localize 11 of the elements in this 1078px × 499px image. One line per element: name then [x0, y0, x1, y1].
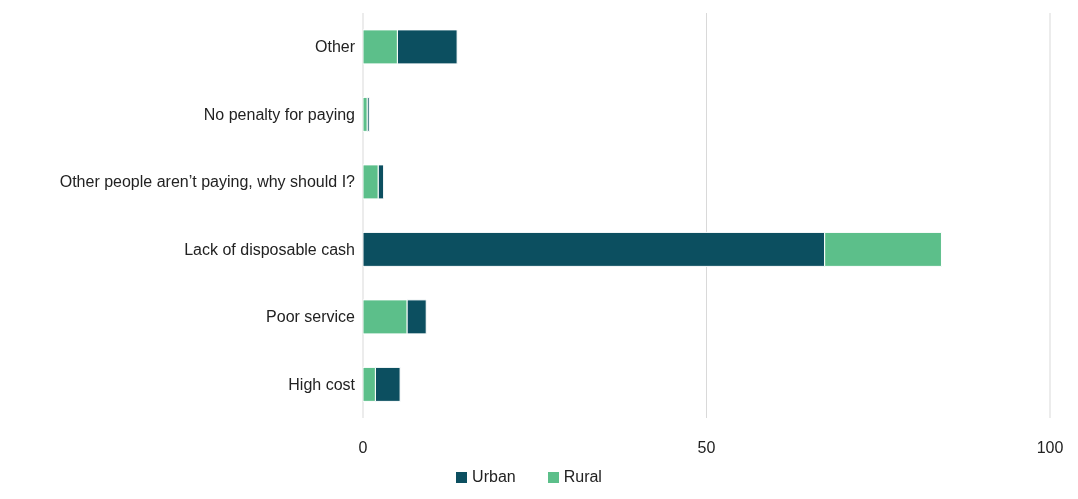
y-tick-label: No penalty for paying — [203, 105, 355, 123]
legend-label: Rural — [563, 468, 602, 486]
y-tick-label: High cost — [288, 375, 356, 393]
y-tick-label: Other — [314, 38, 356, 56]
y-tick-label: Lack of disposable cash — [184, 240, 355, 258]
x-tick-label: 0 — [358, 439, 368, 457]
x-tick-label: 100 — [1036, 439, 1064, 457]
y-tick-label: Poor service — [266, 308, 356, 326]
legend-label: Urban — [472, 468, 516, 486]
x-tick-label: 50 — [697, 439, 716, 457]
y-tick-label: Other people aren’t paying, why should I? — [59, 173, 356, 191]
